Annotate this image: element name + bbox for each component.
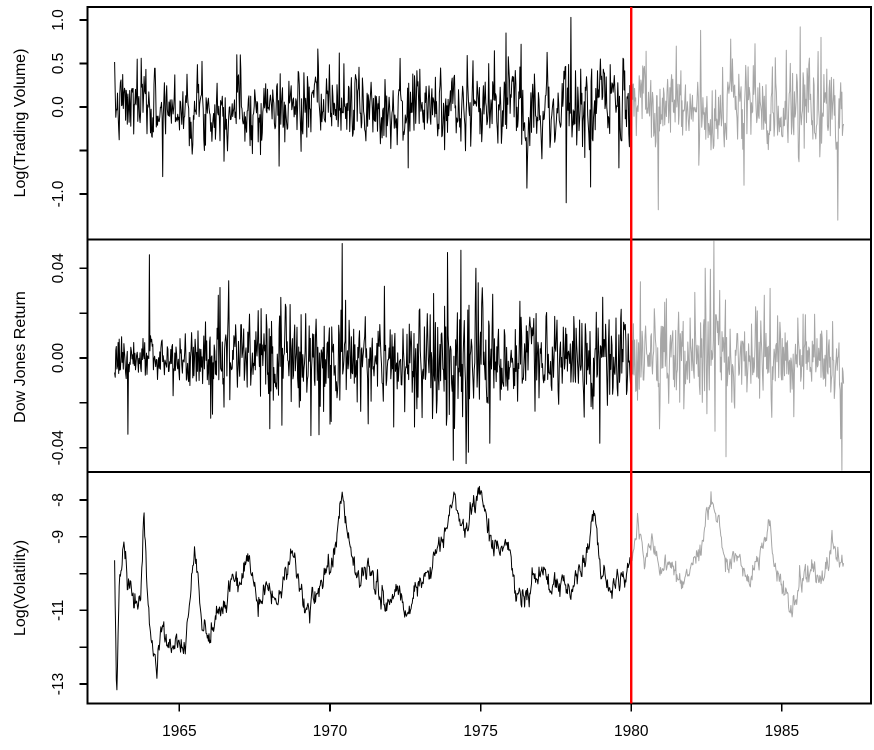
x-tick-label: 1975: [463, 723, 497, 740]
y-tick-label: 0.00: [50, 343, 67, 374]
label-layer: 1.0 0.5 0.0 -1.0 0.04 0.00 -0.04 -8 -9 -11 -13 1965…: [50, 9, 799, 740]
series-insample-panel1: [114, 243, 632, 465]
y-tick-label: -0.04: [50, 430, 67, 466]
series-outsample-panel2: [630, 491, 845, 618]
y-tick-label: -9: [50, 530, 67, 544]
y-tick-label: 0.5: [50, 53, 67, 75]
frame-layer: [79, 6, 872, 712]
series-outsample-panel0: [630, 26, 845, 221]
series-insample-panel2: [114, 485, 632, 691]
y-axis-title-dow-jones-return: Dow Jones Return: [12, 291, 29, 423]
y-tick-label: -11: [50, 600, 67, 621]
x-tick-label: 1970: [313, 723, 348, 740]
y-tick-label: -1.0: [50, 180, 67, 207]
y-tick-label: -8: [50, 493, 67, 507]
y-tick-label: 0.04: [50, 253, 67, 284]
panel-border: [86, 471, 872, 705]
y-tick-label: -13: [50, 673, 67, 695]
x-tick-label: 1985: [765, 723, 799, 740]
x-tick-label: 1980: [614, 723, 649, 740]
x-tick-label: 1965: [162, 723, 196, 740]
series-outsample-panel1: [630, 240, 845, 471]
y-tick-label: 1.0: [50, 9, 67, 31]
series-layer: [114, 16, 845, 691]
y-axis-title-trading-volume: Log(Trading Volume): [12, 49, 29, 198]
y-tick-label: 0.0: [50, 96, 67, 118]
y-axis-title-volatility: Log(Volatility): [12, 540, 29, 636]
series-insample-panel0: [114, 16, 632, 204]
